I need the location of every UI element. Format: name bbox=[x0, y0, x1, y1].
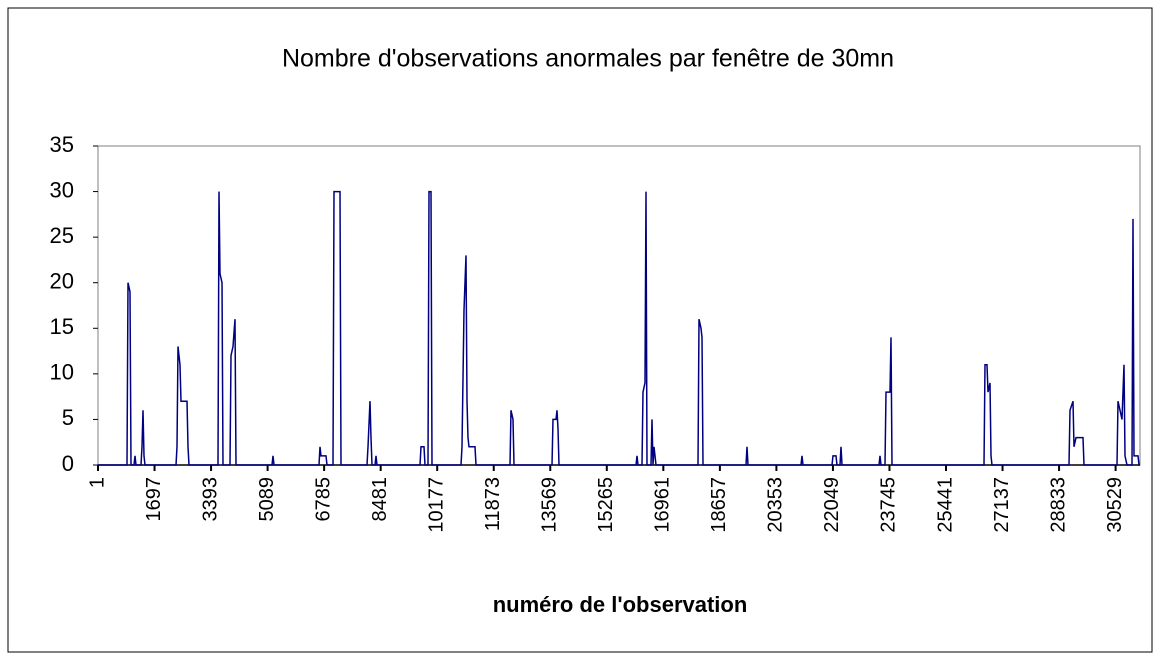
x-tick-label: 30529 bbox=[1104, 477, 1126, 533]
y-tick-label: 35 bbox=[50, 132, 74, 157]
x-tick-label: 28833 bbox=[1047, 477, 1069, 533]
x-tick-label: 3393 bbox=[199, 477, 221, 522]
x-axis-label: numéro de l'observation bbox=[493, 592, 748, 617]
x-tick-label: 13569 bbox=[539, 477, 561, 533]
y-tick-label: 30 bbox=[50, 177, 74, 202]
chart-title: Nombre d'observations anormales par fenê… bbox=[282, 45, 894, 73]
x-tick-label: 15265 bbox=[595, 477, 617, 533]
x-tick-label: 22049 bbox=[821, 477, 843, 533]
x-tick-label: 1 bbox=[86, 477, 108, 488]
x-tick-label: 8481 bbox=[369, 477, 391, 522]
y-tick-label: 15 bbox=[50, 314, 74, 339]
x-tick-label: 23745 bbox=[878, 477, 900, 533]
x-tick-label: 27137 bbox=[991, 477, 1013, 533]
x-tick-label: 18657 bbox=[708, 477, 730, 533]
x-tick-label: 11873 bbox=[482, 477, 504, 531]
data-line bbox=[98, 190, 1140, 466]
y-tick-label: 0 bbox=[62, 451, 74, 476]
x-tick-label: 6785 bbox=[312, 477, 334, 522]
x-tick-label: 25441 bbox=[934, 477, 956, 533]
y-tick-label: 20 bbox=[50, 269, 74, 294]
y-tick-label: 25 bbox=[50, 223, 74, 248]
x-tick-label: 1697 bbox=[143, 477, 165, 522]
x-tick-label: 5089 bbox=[256, 477, 278, 522]
x-tick-label: 20353 bbox=[765, 477, 787, 533]
y-tick-label: 5 bbox=[62, 405, 74, 430]
y-tick-label: 10 bbox=[50, 360, 74, 385]
x-tick-label: 10177 bbox=[425, 477, 447, 533]
x-tick-label: 16961 bbox=[652, 477, 674, 533]
plot-area bbox=[97, 145, 1141, 466]
